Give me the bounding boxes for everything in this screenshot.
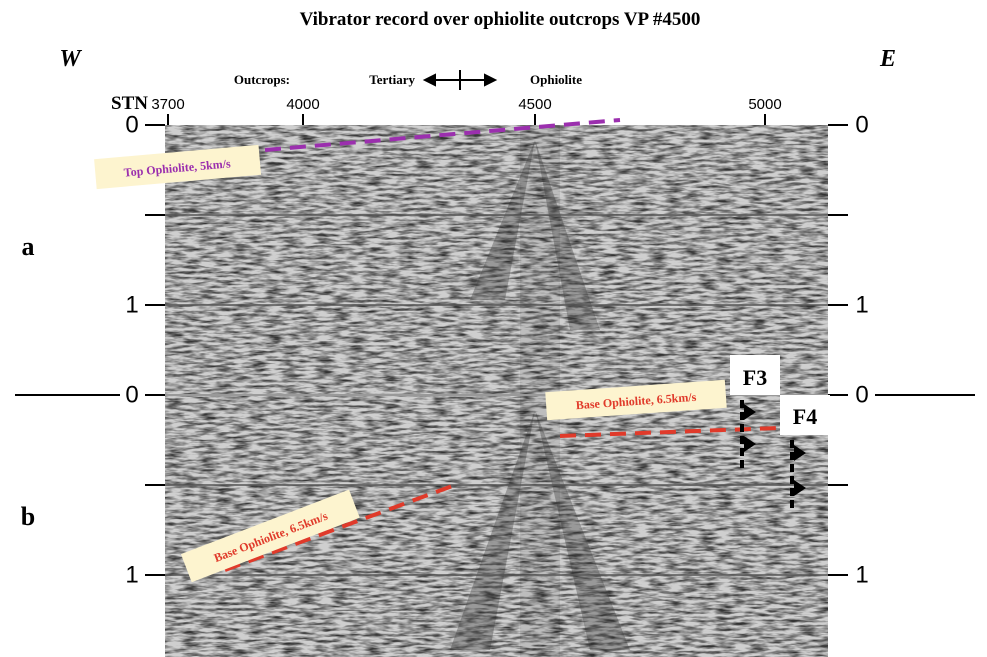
outcrop-arrow	[425, 70, 495, 90]
station-tick-label: 4000	[286, 96, 319, 113]
station-tick-label: 4500	[518, 96, 551, 113]
time-tick-label: 0	[855, 381, 868, 408]
station-tick-label: 3700	[151, 96, 184, 113]
time-tick-label: 1	[125, 561, 138, 588]
panel-label: a	[22, 232, 35, 261]
title: Vibrator record over ophiolite outcrops …	[300, 9, 701, 30]
outcrop-right: Ophiolite	[530, 72, 582, 87]
east-label: E	[879, 46, 896, 72]
outcrop-left: Tertiary	[369, 72, 415, 87]
time-tick-label: 0	[125, 111, 138, 138]
page: Vibrator record over ophiolite outcrops …	[0, 0, 987, 657]
fault-label: F4	[793, 404, 817, 429]
time-tick-label: 0	[125, 381, 138, 408]
station-tick-label: 5000	[748, 96, 781, 113]
figure: Vibrator record over ophiolite outcrops …	[0, 0, 987, 657]
panel-label: b	[21, 502, 35, 531]
time-tick-label: 1	[855, 561, 868, 588]
fault-label: F3	[743, 365, 767, 390]
time-tick-label: 1	[125, 291, 138, 318]
time-tick-label: 1	[855, 291, 868, 318]
west-label: W	[59, 46, 82, 72]
seismic-image	[165, 125, 828, 657]
station-ticks	[168, 114, 765, 125]
outcrops-label: Outcrops:	[234, 72, 290, 87]
time-tick-label: 0	[855, 111, 868, 138]
